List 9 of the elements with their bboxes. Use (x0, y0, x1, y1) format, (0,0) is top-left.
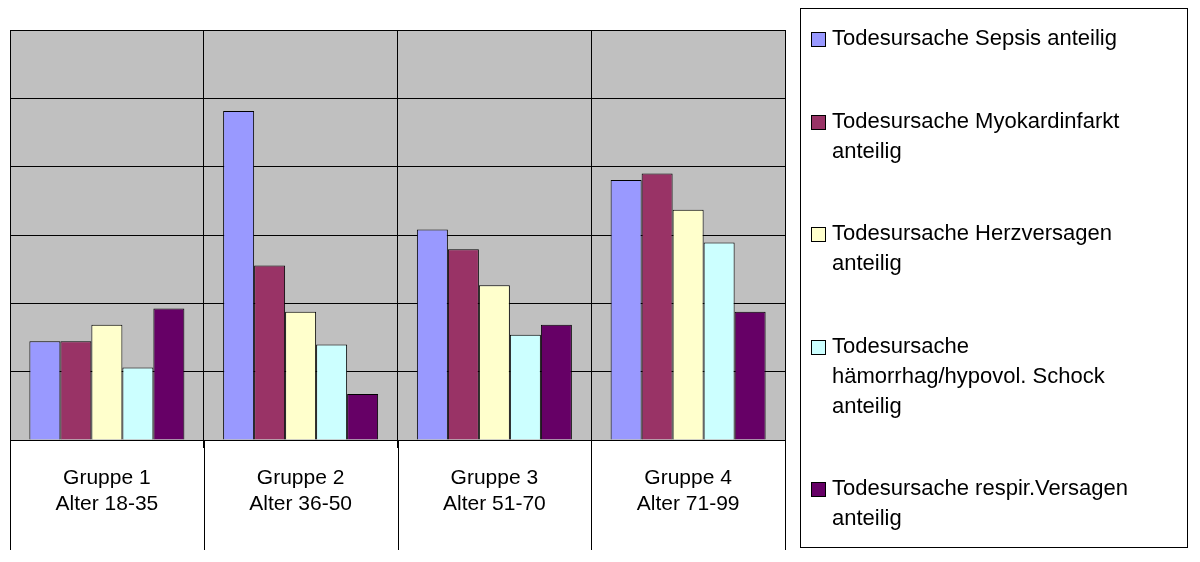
x-tick-label: Gruppe 1 Alter 18-35 (55, 465, 159, 514)
legend-label: Todesursache Sepsis anteilig (832, 24, 1117, 52)
x-tick-label: Gruppe 2 Alter 36-50 (249, 465, 352, 514)
legend-label: Todesursache Myokardinfarkt anteilig (832, 106, 1121, 165)
legend-label: Todesursache Herzversagen anteilig (832, 219, 1114, 277)
legend-label: Todesursache respir.Versagen anteilig (832, 474, 1129, 532)
legend-label: Todesursache hämorrhag/hypovol. Schock anteilig (832, 331, 1106, 420)
x-tick-label: Gruppe 4 Alter 71-99 (636, 465, 740, 514)
x-tick-label: Gruppe 3 Alter 51-70 (443, 465, 546, 514)
